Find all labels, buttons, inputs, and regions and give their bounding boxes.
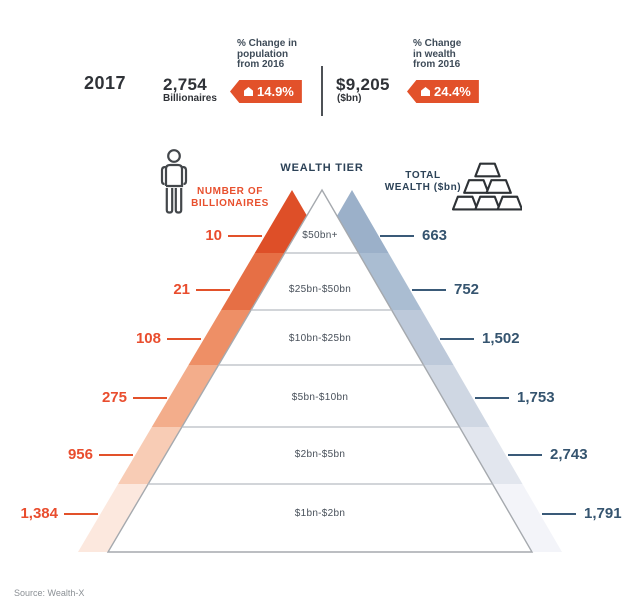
billionaire-count-label: Billionaires (163, 93, 217, 104)
total-wealth-value: $9,205 (336, 75, 390, 94)
tier-4-left-connector (133, 397, 167, 399)
tier-1-wealth: 663 (422, 227, 448, 244)
tier-1-billionaires: 10 (205, 227, 222, 244)
pyramid-band-right-2 (358, 253, 422, 310)
pyramid-band-right-6 (492, 484, 562, 552)
left-axis-title: NUMBER OF BILLIONAIRES (191, 186, 269, 209)
gold-bars-icon (452, 160, 522, 216)
wealth-change-label: % Change in wealth from 2016 (413, 38, 462, 70)
tier-5-label: $2bn-$5bn (294, 449, 346, 460)
person-icon (152, 148, 196, 218)
population-change-value: 14.9% (257, 84, 294, 99)
billionaire-count: 2,754 (163, 75, 208, 94)
pyramid-band-left-2 (221, 253, 285, 310)
pyramid-band-left-4 (151, 365, 219, 427)
tier-2-left-connector (196, 289, 230, 291)
pyramid-band-right-5 (459, 427, 523, 484)
tier-2-right-connector (412, 289, 446, 291)
tier-6-left-connector (64, 513, 98, 515)
tier-4-wealth: 1,753 (517, 389, 555, 406)
tier-6-billionaires: 1,384 (20, 505, 58, 522)
tier-3-label: $10bn-$25bn (288, 333, 352, 344)
pyramid-band-left-6 (78, 484, 149, 552)
wealth-change-value: 24.4% (434, 84, 471, 99)
population-change-badge: 14.9% (230, 80, 302, 103)
tier-3-left-connector (167, 338, 201, 340)
tier-4-billionaires: 275 (101, 389, 127, 406)
population-change-label: % Change in population from 2016 (237, 38, 298, 70)
pyramid-title: WEALTH TIER (280, 162, 364, 174)
tier-1-left-connector (228, 235, 262, 237)
tier-3-wealth: 1,502 (482, 330, 520, 347)
tier-4-right-connector (475, 397, 509, 399)
pyramid-band-right-3 (391, 310, 454, 365)
wealth-change-badge: 24.4% (407, 80, 479, 103)
year-label: 2017 (84, 73, 127, 93)
pyramid-outline (106, 188, 534, 553)
pyramid-band-right-4 (423, 365, 490, 427)
tier-5-right-connector (508, 454, 542, 456)
pyramid-band-left-5 (118, 427, 182, 484)
tier-5-billionaires: 956 (67, 446, 93, 463)
tier-2-label: $25bn-$50bn (288, 284, 352, 295)
total-wealth-unit: ($bn) (337, 93, 362, 104)
tier-5-left-connector (99, 454, 133, 456)
header-divider (321, 66, 323, 116)
tier-6-label: $1bn-$2bn (294, 508, 346, 519)
tier-1-right-connector (380, 235, 414, 237)
increase-arrow-icon (421, 87, 430, 96)
tier-3-billionaires: 108 (135, 330, 161, 347)
pyramid-band-left-3 (188, 310, 252, 365)
right-axis-title: TOTAL WEALTH ($bn) (384, 170, 462, 193)
tier-2-wealth: 752 (454, 281, 480, 298)
tier-5-wealth: 2,743 (550, 446, 588, 463)
source-credit: Source: Wealth-X (14, 588, 85, 598)
tier-3-right-connector (440, 338, 474, 340)
tier-4-label: $5bn-$10bn (291, 392, 349, 403)
tier-2-billionaires: 21 (173, 281, 190, 298)
tier-6-right-connector (542, 513, 576, 515)
increase-arrow-icon (244, 87, 253, 96)
tier-6-wealth: 1,791 (584, 505, 622, 522)
tier-1-label: $50bn+ (302, 230, 338, 241)
